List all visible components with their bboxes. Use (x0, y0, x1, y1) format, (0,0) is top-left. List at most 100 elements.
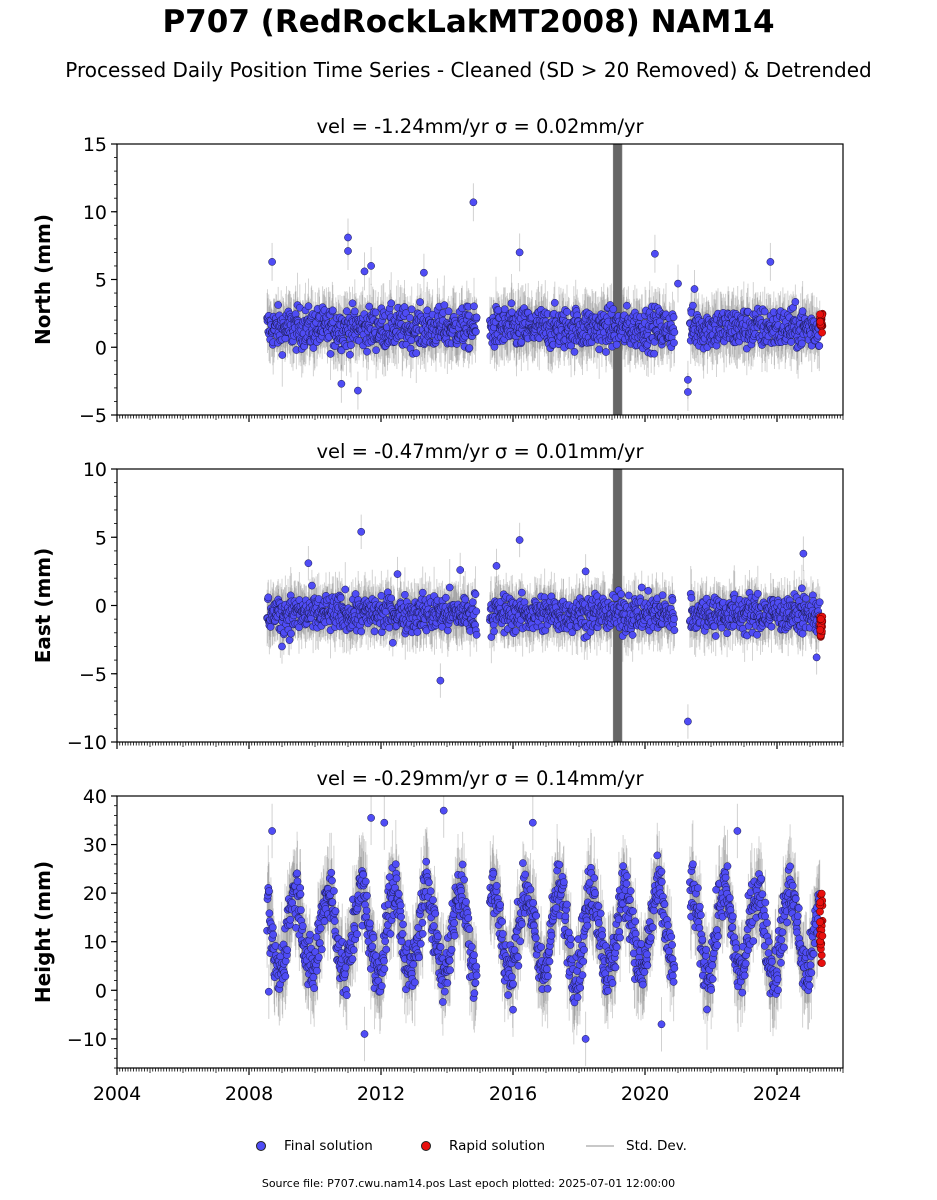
final-point (595, 345, 604, 354)
y-tick-label: −5 (79, 405, 107, 427)
std-dev-bars-north (266, 144, 821, 415)
final-point (387, 594, 396, 603)
final-point (612, 340, 621, 349)
final-point-outlier (344, 233, 352, 242)
page-subtitle: Processed Daily Position Time Series - C… (65, 58, 872, 82)
final-point (371, 308, 380, 317)
y-tick-label: 0 (95, 337, 107, 359)
page-title: P707 (RedRockLakMT2008) NAM14 (162, 4, 775, 40)
final-point-outlier (684, 388, 692, 396)
final-point (423, 306, 432, 315)
final-point (372, 346, 380, 355)
plot-area-north (263, 144, 827, 415)
final-point (348, 299, 357, 308)
final-point (623, 301, 631, 310)
final-point-outlier (360, 267, 369, 276)
final-point (798, 339, 806, 348)
final-point (326, 350, 335, 358)
y-tick-label: 10 (83, 202, 107, 224)
final-point (350, 307, 359, 316)
final-point (385, 623, 394, 632)
final-point (363, 347, 371, 356)
final-point (341, 585, 350, 594)
final-point (412, 349, 421, 357)
final-point (342, 307, 351, 316)
final-point (388, 638, 397, 647)
panel-north: −5 0 5 10 15 vel = -1.24mm/yr σ = 0.02mm/yr No… (31, 115, 844, 427)
final-point (787, 338, 796, 346)
final-point-outlier (469, 198, 478, 207)
final-point-outlier (651, 249, 659, 258)
final-point (401, 590, 409, 599)
final-point (472, 313, 481, 322)
final-point (670, 338, 678, 347)
final-point (791, 298, 800, 306)
final-point-outlier (690, 285, 699, 293)
final-point (444, 307, 453, 316)
final-point (264, 593, 273, 602)
plot-frame-north (116, 143, 844, 416)
final-point (357, 627, 366, 636)
final-point (328, 306, 337, 315)
final-point (472, 327, 480, 336)
final-point (365, 302, 374, 311)
final-point (347, 341, 355, 349)
final-point (650, 349, 659, 358)
final-point (377, 591, 386, 600)
final-point (407, 336, 416, 345)
y-tick-label: 5 (95, 270, 107, 292)
y-axis-label: North (mm) (31, 214, 55, 345)
final-point (387, 299, 396, 308)
final-point (336, 594, 345, 602)
final-point-outlier (268, 258, 276, 266)
final-points-north (263, 198, 824, 396)
final-point (405, 313, 414, 322)
final-point (760, 307, 769, 316)
final-point (507, 299, 516, 308)
final-point (304, 302, 313, 311)
final-point-outlier (344, 247, 352, 255)
final-point (337, 346, 346, 355)
final-point (563, 307, 571, 316)
final-point-outlier (515, 248, 524, 257)
final-point (418, 588, 427, 597)
final-point (266, 623, 275, 631)
final-point (550, 298, 559, 307)
final-point-outlier (337, 379, 346, 388)
final-point-outlier (766, 258, 775, 266)
final-point (609, 305, 618, 313)
final-point (346, 350, 354, 359)
final-point (470, 302, 478, 311)
rapid-points-north (816, 309, 827, 337)
final-point (798, 307, 807, 316)
final-point (407, 305, 416, 314)
final-point-outlier (367, 262, 375, 270)
panel-title: vel = -1.24mm/yr σ = 0.02mm/yr (316, 115, 644, 138)
final-point (815, 341, 824, 350)
final-point-outlier (684, 375, 692, 384)
final-point (465, 344, 474, 352)
final-point (278, 351, 287, 359)
final-point-outlier (354, 386, 362, 395)
rapid-point (816, 317, 825, 326)
final-point (500, 305, 509, 314)
final-point (570, 348, 579, 356)
final-point (689, 301, 697, 310)
final-point (416, 298, 424, 306)
final-point (285, 636, 294, 644)
plot-area-east (263, 469, 827, 742)
final-point (413, 628, 422, 636)
final-point (567, 341, 575, 350)
time-series-plots: −5 0 5 10 15 vel = -1.24mm/yr σ = 0.02mm/yr No… (31, 115, 844, 1105)
final-point-outlier (674, 279, 682, 288)
y-tick-label: 15 (83, 134, 107, 156)
final-point (440, 301, 449, 309)
final-point (287, 629, 295, 638)
rapid-point (818, 328, 826, 337)
final-points-east (263, 527, 824, 726)
final-point (669, 313, 678, 322)
final-point (602, 348, 610, 356)
final-point (670, 328, 679, 337)
final-point (274, 301, 283, 309)
